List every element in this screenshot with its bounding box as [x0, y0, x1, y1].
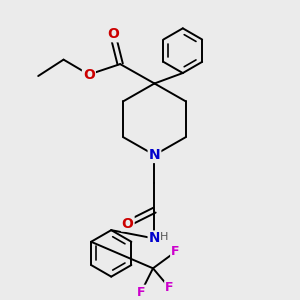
Text: O: O: [122, 217, 134, 231]
Text: F: F: [137, 286, 145, 299]
Text: N: N: [149, 232, 160, 245]
Text: O: O: [107, 27, 119, 41]
Text: O: O: [83, 68, 95, 82]
Text: N: N: [149, 148, 160, 162]
Text: F: F: [165, 281, 174, 294]
Text: H: H: [160, 232, 168, 242]
Text: F: F: [171, 245, 180, 258]
